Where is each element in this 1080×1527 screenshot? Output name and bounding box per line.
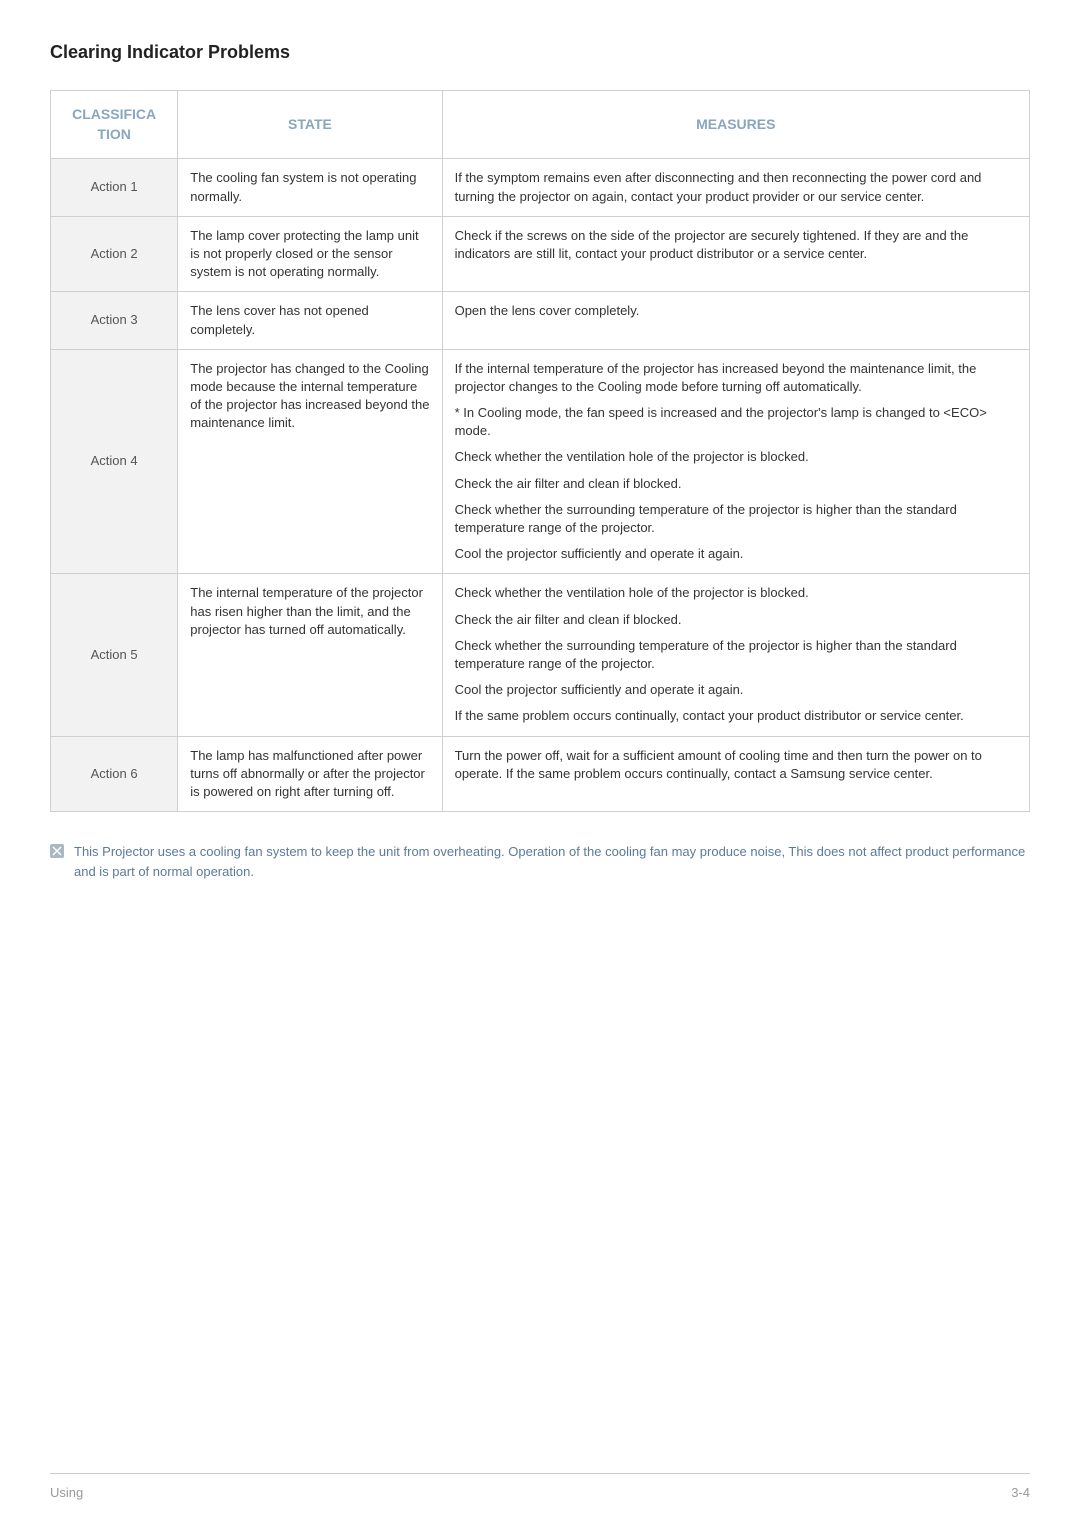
table-body: Action 1The cooling fan system is not op…: [51, 159, 1030, 812]
action-cell: Action 3: [51, 292, 178, 349]
measure-text: If the internal temperature of the proje…: [455, 360, 1017, 396]
measures-cell: Check if the screws on the side of the p…: [442, 216, 1029, 292]
note-text: This Projector uses a cooling fan system…: [74, 842, 1030, 881]
table-row: Action 1The cooling fan system is not op…: [51, 159, 1030, 216]
measure-text: Cool the projector sufficiently and oper…: [455, 545, 1017, 563]
action-cell: Action 5: [51, 574, 178, 736]
note-block: This Projector uses a cooling fan system…: [50, 842, 1030, 881]
action-cell: Action 6: [51, 736, 178, 812]
measure-text: Open the lens cover completely.: [455, 302, 1017, 320]
note-icon: [50, 844, 64, 858]
footer-right: 3-4: [1011, 1484, 1030, 1502]
table-row: Action 6The lamp has malfunctioned after…: [51, 736, 1030, 812]
measures-cell: If the internal temperature of the proje…: [442, 349, 1029, 574]
footer-left: Using: [50, 1484, 83, 1502]
indicator-table: CLASSIFICATION STATE MEASURES Action 1Th…: [50, 90, 1030, 812]
action-cell: Action 1: [51, 159, 178, 216]
measure-text: Check the air filter and clean if blocke…: [455, 611, 1017, 629]
measures-cell: Turn the power off, wait for a sufficien…: [442, 736, 1029, 812]
table-row: Action 4The projector has changed to the…: [51, 349, 1030, 574]
state-cell: The lens cover has not opened completely…: [178, 292, 442, 349]
table-row: Action 3The lens cover has not opened co…: [51, 292, 1030, 349]
measure-text: Turn the power off, wait for a sufficien…: [455, 747, 1017, 783]
header-measures: MEASURES: [442, 91, 1029, 159]
page-footer: Using 3-4: [50, 1473, 1030, 1502]
measure-text: Cool the projector sufficiently and oper…: [455, 681, 1017, 699]
measure-text: If the symptom remains even after discon…: [455, 169, 1017, 205]
measure-text: If the same problem occurs continually, …: [455, 707, 1017, 725]
measure-text: Check if the screws on the side of the p…: [455, 227, 1017, 263]
state-cell: The cooling fan system is not operating …: [178, 159, 442, 216]
action-cell: Action 2: [51, 216, 178, 292]
measure-text: * In Cooling mode, the fan speed is incr…: [455, 404, 1017, 440]
measure-text: Check whether the surrounding temperatur…: [455, 637, 1017, 673]
state-cell: The projector has changed to the Cooling…: [178, 349, 442, 574]
measure-text: Check whether the ventilation hole of th…: [455, 448, 1017, 466]
state-cell: The lamp cover protecting the lamp unit …: [178, 216, 442, 292]
header-classification: CLASSIFICATION: [51, 91, 178, 159]
measure-text: Check whether the ventilation hole of th…: [455, 584, 1017, 602]
measures-cell: Check whether the ventilation hole of th…: [442, 574, 1029, 736]
measures-cell: If the symptom remains even after discon…: [442, 159, 1029, 216]
state-cell: The lamp has malfunctioned after power t…: [178, 736, 442, 812]
measure-text: Check whether the surrounding temperatur…: [455, 501, 1017, 537]
action-cell: Action 4: [51, 349, 178, 574]
measure-text: Check the air filter and clean if blocke…: [455, 475, 1017, 493]
measures-cell: Open the lens cover completely.: [442, 292, 1029, 349]
table-row: Action 2The lamp cover protecting the la…: [51, 216, 1030, 292]
state-cell: The internal temperature of the projecto…: [178, 574, 442, 736]
page-title: Clearing Indicator Problems: [50, 40, 1030, 65]
table-row: Action 5The internal temperature of the …: [51, 574, 1030, 736]
header-state: STATE: [178, 91, 442, 159]
